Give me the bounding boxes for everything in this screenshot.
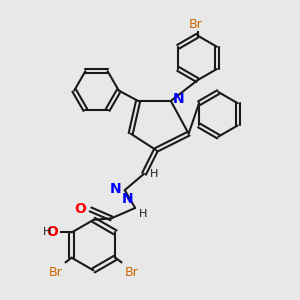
- Text: Br: Br: [125, 266, 139, 279]
- Text: O: O: [46, 226, 58, 239]
- Text: H: H: [139, 209, 147, 219]
- Text: O: O: [74, 202, 86, 216]
- Text: H: H: [43, 227, 51, 238]
- Text: N: N: [173, 92, 185, 106]
- Text: N: N: [122, 193, 134, 206]
- Text: H: H: [149, 169, 158, 179]
- Text: Br: Br: [48, 266, 62, 279]
- Text: N: N: [110, 182, 122, 196]
- Text: Br: Br: [189, 18, 203, 31]
